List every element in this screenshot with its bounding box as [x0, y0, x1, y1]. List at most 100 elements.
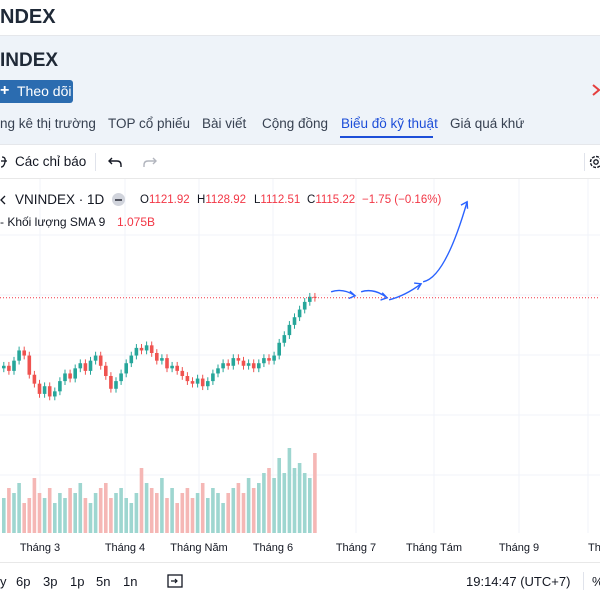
- volume-bar: [226, 493, 230, 533]
- chart-toolbar: Các chỉ báo: [0, 145, 600, 179]
- candle: [139, 347, 144, 351]
- candle: [7, 365, 11, 371]
- volume-bar: [78, 483, 83, 533]
- volume-bar: [12, 493, 16, 533]
- plus-icon: +: [0, 82, 10, 99]
- candle: [241, 360, 246, 366]
- volume-bar: [42, 498, 47, 533]
- candle: [165, 358, 169, 369]
- candle: [27, 355, 32, 375]
- price-chart[interactable]: Tháng 3 Tháng 4 Tháng Năm Tháng 6 Tháng 7 Thá…: [0, 145, 600, 562]
- candle: [93, 355, 98, 361]
- volume-bar: [83, 498, 88, 533]
- volume-bar: [2, 498, 6, 533]
- x-axis-tick-label: Tháng Năm: [170, 542, 227, 554]
- toolbar-divider: [584, 153, 585, 171]
- range-button[interactable]: y: [0, 574, 7, 589]
- percent-toggle[interactable]: %: [592, 574, 600, 589]
- tab-market-stats[interactable]: ng kê thị trường: [0, 116, 96, 131]
- volume-bar: [236, 483, 241, 533]
- x-axis-tick-label: Tháng 7: [336, 542, 376, 554]
- symbol-header: INDEX + Theo dõi ng kê thị trường TOP cổ…: [0, 36, 600, 144]
- price-change: −1.75 (−0.16%): [362, 194, 442, 206]
- range-button[interactable]: 1n: [123, 574, 138, 589]
- volume-bar: [262, 473, 266, 533]
- x-axis-tick-label: Tháng 3: [20, 542, 60, 554]
- volume-bar: [241, 493, 246, 533]
- clock-readout[interactable]: 19:14:47 (UTC+7): [466, 574, 571, 589]
- tab-technical-chart[interactable]: Biểu đồ kỹ thuật: [341, 116, 438, 131]
- candle: [216, 368, 220, 374]
- candle: [22, 350, 26, 356]
- redo-icon[interactable]: [142, 154, 158, 170]
- x-axis-tick-label: Thán: [588, 542, 600, 554]
- candle: [175, 365, 179, 371]
- candle: [221, 363, 225, 369]
- volume-bar: [195, 493, 200, 533]
- tab-top-stocks[interactable]: TOP cổ phiếu: [108, 116, 191, 131]
- volume-bar: [251, 488, 256, 533]
- indicators-icon[interactable]: [0, 154, 8, 170]
- volume-bar: [170, 488, 174, 533]
- candle: [170, 365, 174, 369]
- candle: [200, 378, 205, 387]
- candle: [297, 309, 302, 318]
- candle: [206, 381, 210, 387]
- tab-community[interactable]: Cộng đồng: [262, 116, 329, 131]
- range-button[interactable]: 3p: [43, 574, 58, 589]
- volume-bar: [129, 503, 134, 533]
- candle: [282, 335, 287, 343]
- indicators-button[interactable]: Các chỉ báo: [15, 154, 87, 169]
- volume-bar: [17, 483, 21, 533]
- high-key: H: [197, 194, 206, 206]
- settings-icon[interactable]: [588, 154, 600, 170]
- candle: [47, 386, 52, 397]
- candle: [129, 355, 134, 364]
- tab-bar: ng kê thị trường TOP cổ phiếu Bài viết C…: [0, 112, 600, 140]
- tab-price-history[interactable]: Giá quá khứ: [450, 116, 525, 131]
- candle: [272, 355, 276, 361]
- volume-bar: [22, 503, 26, 533]
- range-button[interactable]: 6p: [16, 574, 31, 589]
- volume-bar: [114, 493, 118, 533]
- chevron-left-icon[interactable]: [0, 195, 6, 205]
- follow-button[interactable]: + Theo dõi: [0, 80, 73, 103]
- candle: [149, 345, 154, 353]
- range-button[interactable]: 5n: [96, 574, 111, 589]
- volume-bar: [47, 488, 52, 533]
- volume-bar: [155, 493, 159, 533]
- candle: [83, 363, 88, 371]
- arrow-head: [414, 282, 423, 291]
- volume-bar: [292, 468, 297, 533]
- candle: [58, 381, 62, 392]
- volume-bar: [302, 473, 307, 533]
- candle: [287, 324, 292, 336]
- volume-bar: [165, 498, 169, 533]
- volume-bar: [180, 493, 185, 533]
- volume-bar: [267, 468, 271, 533]
- date-range-icon[interactable]: [167, 574, 183, 588]
- volume-bar: [73, 493, 77, 533]
- low-value: 1112.51: [260, 194, 301, 206]
- x-axis-tick-label: Tháng 9: [499, 542, 539, 554]
- candle: [277, 342, 281, 356]
- ohlc-low: L1112.51: [254, 194, 300, 206]
- volume-bar: [109, 498, 113, 533]
- range-button[interactable]: 1p: [70, 574, 85, 589]
- candle: [78, 363, 83, 369]
- volume-bar: [257, 483, 261, 533]
- candle: [302, 301, 307, 310]
- ohlc-close: C1115.22: [307, 194, 355, 206]
- symbol-label[interactable]: VNINDEX · 1D: [15, 192, 105, 207]
- candle: [104, 365, 108, 376]
- volume-bar: [272, 478, 276, 533]
- tab-articles[interactable]: Bài viết: [202, 116, 247, 131]
- open-value: 1121.92: [148, 194, 190, 206]
- arrow-right-icon[interactable]: [592, 84, 600, 96]
- undo-icon[interactable]: [107, 154, 123, 170]
- candle: [73, 368, 77, 379]
- volume-bar: [200, 483, 205, 533]
- volume-bar: [149, 488, 154, 533]
- projection-arrow: [422, 201, 468, 283]
- chart-bottom-bar: y 6p 3p 1p 5n 1n 19:14:47 (UTC+7) %: [0, 562, 600, 600]
